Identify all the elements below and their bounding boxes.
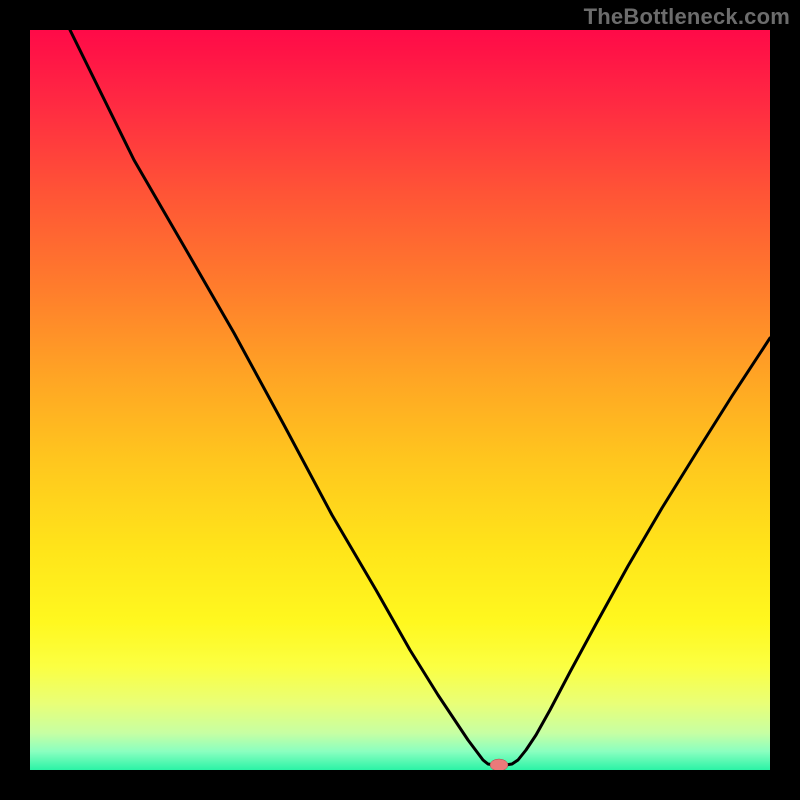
plot-area	[30, 30, 770, 770]
plot-svg	[30, 30, 770, 770]
watermark-text: TheBottleneck.com	[584, 4, 790, 30]
gradient-background	[30, 30, 770, 770]
chart-frame: TheBottleneck.com	[0, 0, 800, 800]
optimal-point-marker	[490, 759, 508, 770]
